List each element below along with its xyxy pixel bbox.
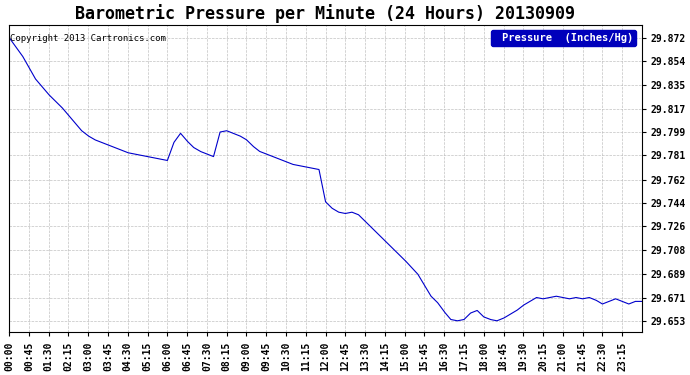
Legend: Pressure  (Inches/Hg): Pressure (Inches/Hg) (491, 30, 636, 46)
Text: Copyright 2013 Cartronics.com: Copyright 2013 Cartronics.com (10, 34, 166, 43)
Title: Barometric Pressure per Minute (24 Hours) 20130909: Barometric Pressure per Minute (24 Hours… (75, 4, 575, 23)
